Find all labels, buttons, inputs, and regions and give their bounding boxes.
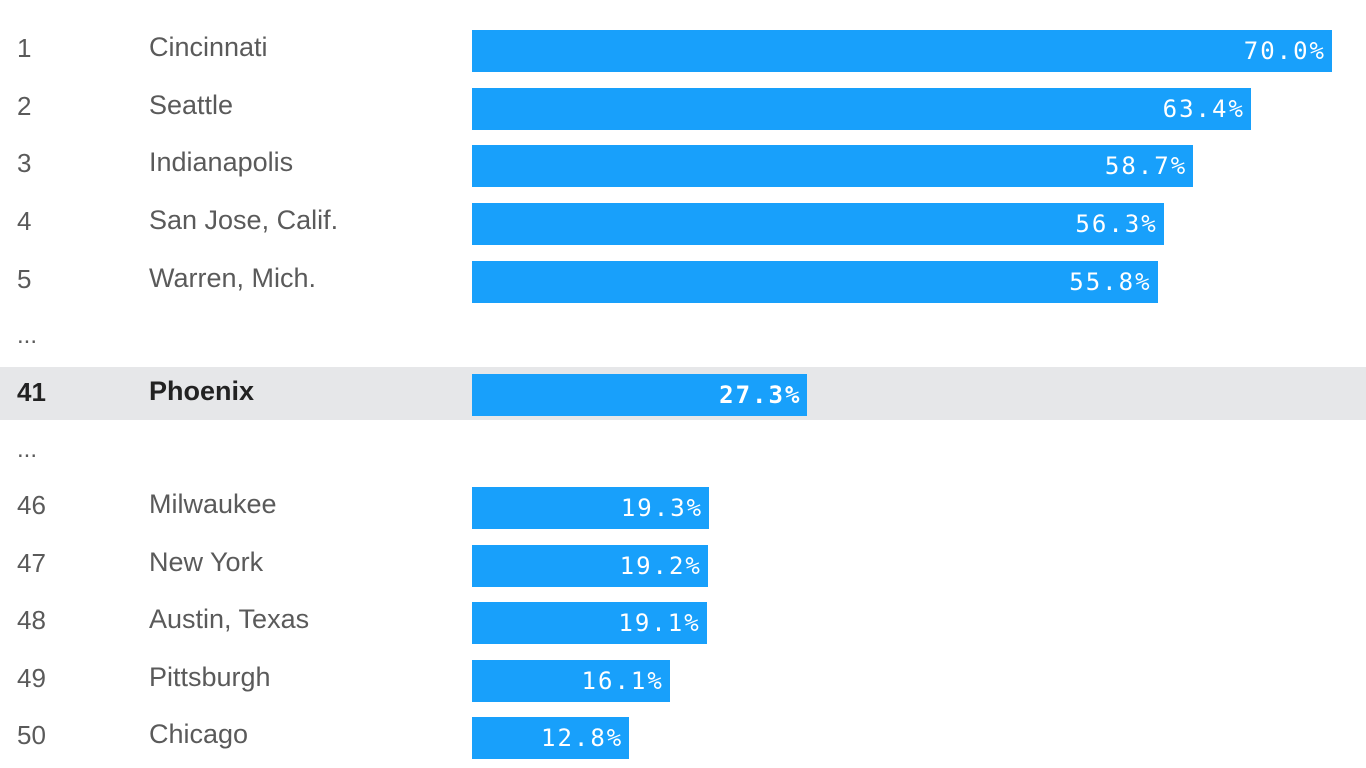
rank-label: 4 — [17, 206, 32, 236]
bar: 27.3% — [472, 374, 808, 416]
chart-row: 49 Pittsburgh 16.1% — [0, 660, 1366, 702]
value-label: 55.8% — [1069, 268, 1152, 296]
ellipsis: ... — [17, 436, 38, 463]
value-label: 16.1% — [581, 667, 664, 695]
bar: 19.1% — [472, 602, 707, 644]
chart-row: 2 Seattle 63.4% — [0, 88, 1366, 130]
rank-label: 2 — [17, 91, 32, 121]
city-label: Seattle — [149, 90, 234, 120]
rank-label: 41 — [17, 377, 46, 407]
city-label: Chicago — [149, 719, 249, 749]
chart-row: 5 Warren, Mich. 55.8% — [0, 261, 1366, 303]
city-label: New York — [149, 547, 264, 577]
chart-row: 3 Indianapolis 58.7% — [0, 145, 1366, 187]
ellipsis-row: ... — [0, 318, 1366, 358]
bar: 58.7% — [472, 145, 1194, 187]
rank-label: 1 — [17, 33, 32, 63]
value-label: 12.8% — [541, 724, 624, 752]
rank-label: 47 — [17, 548, 46, 578]
value-label: 19.2% — [619, 552, 702, 580]
value-label: 70.0% — [1243, 37, 1326, 65]
rank-label: 46 — [17, 490, 46, 520]
city-label: Phoenix — [149, 376, 255, 406]
value-label: 27.3% — [719, 381, 802, 409]
chart-row: 47 New York 19.2% — [0, 545, 1366, 587]
bar: 12.8% — [472, 717, 630, 759]
bar: 63.4% — [472, 88, 1251, 130]
city-label: Indianapolis — [149, 147, 294, 177]
rank-label: 49 — [17, 663, 46, 693]
bar: 55.8% — [472, 261, 1158, 303]
chart-row: 1 Cincinnati 70.0% — [0, 30, 1366, 72]
ellipsis: ... — [17, 322, 38, 349]
city-label: Warren, Mich. — [149, 263, 317, 293]
value-label: 19.1% — [618, 609, 701, 637]
chart-row: 48 Austin, Texas 19.1% — [0, 602, 1366, 644]
rank-label: 3 — [17, 148, 32, 178]
bar: 56.3% — [472, 203, 1164, 245]
rank-label: 48 — [17, 605, 46, 635]
chart-row: 4 San Jose, Calif. 56.3% — [0, 203, 1366, 245]
bar: 19.2% — [472, 545, 708, 587]
value-label: 56.3% — [1075, 210, 1158, 238]
city-label: Milwaukee — [149, 489, 277, 519]
bar: 70.0% — [472, 30, 1332, 72]
rank-label: 5 — [17, 264, 32, 294]
highlighted-row: 41 Phoenix 27.3% — [0, 367, 1366, 420]
chart-row: 46 Milwaukee 19.3% — [0, 487, 1366, 529]
value-label: 63.4% — [1162, 95, 1245, 123]
value-label: 19.3% — [620, 494, 704, 522]
rank-label: 50 — [17, 720, 46, 750]
city-label: Austin, Texas — [149, 604, 310, 634]
city-label: Pittsburgh — [149, 662, 271, 692]
value-label: 58.7% — [1104, 152, 1188, 180]
bar: 16.1% — [472, 660, 670, 702]
city-label: San Jose, Calif. — [149, 205, 339, 235]
ellipsis-row: ... — [0, 432, 1366, 472]
chart-row: 50 Chicago 12.8% — [0, 717, 1366, 759]
city-label: Cincinnati — [149, 32, 268, 62]
bar: 19.3% — [472, 487, 710, 529]
